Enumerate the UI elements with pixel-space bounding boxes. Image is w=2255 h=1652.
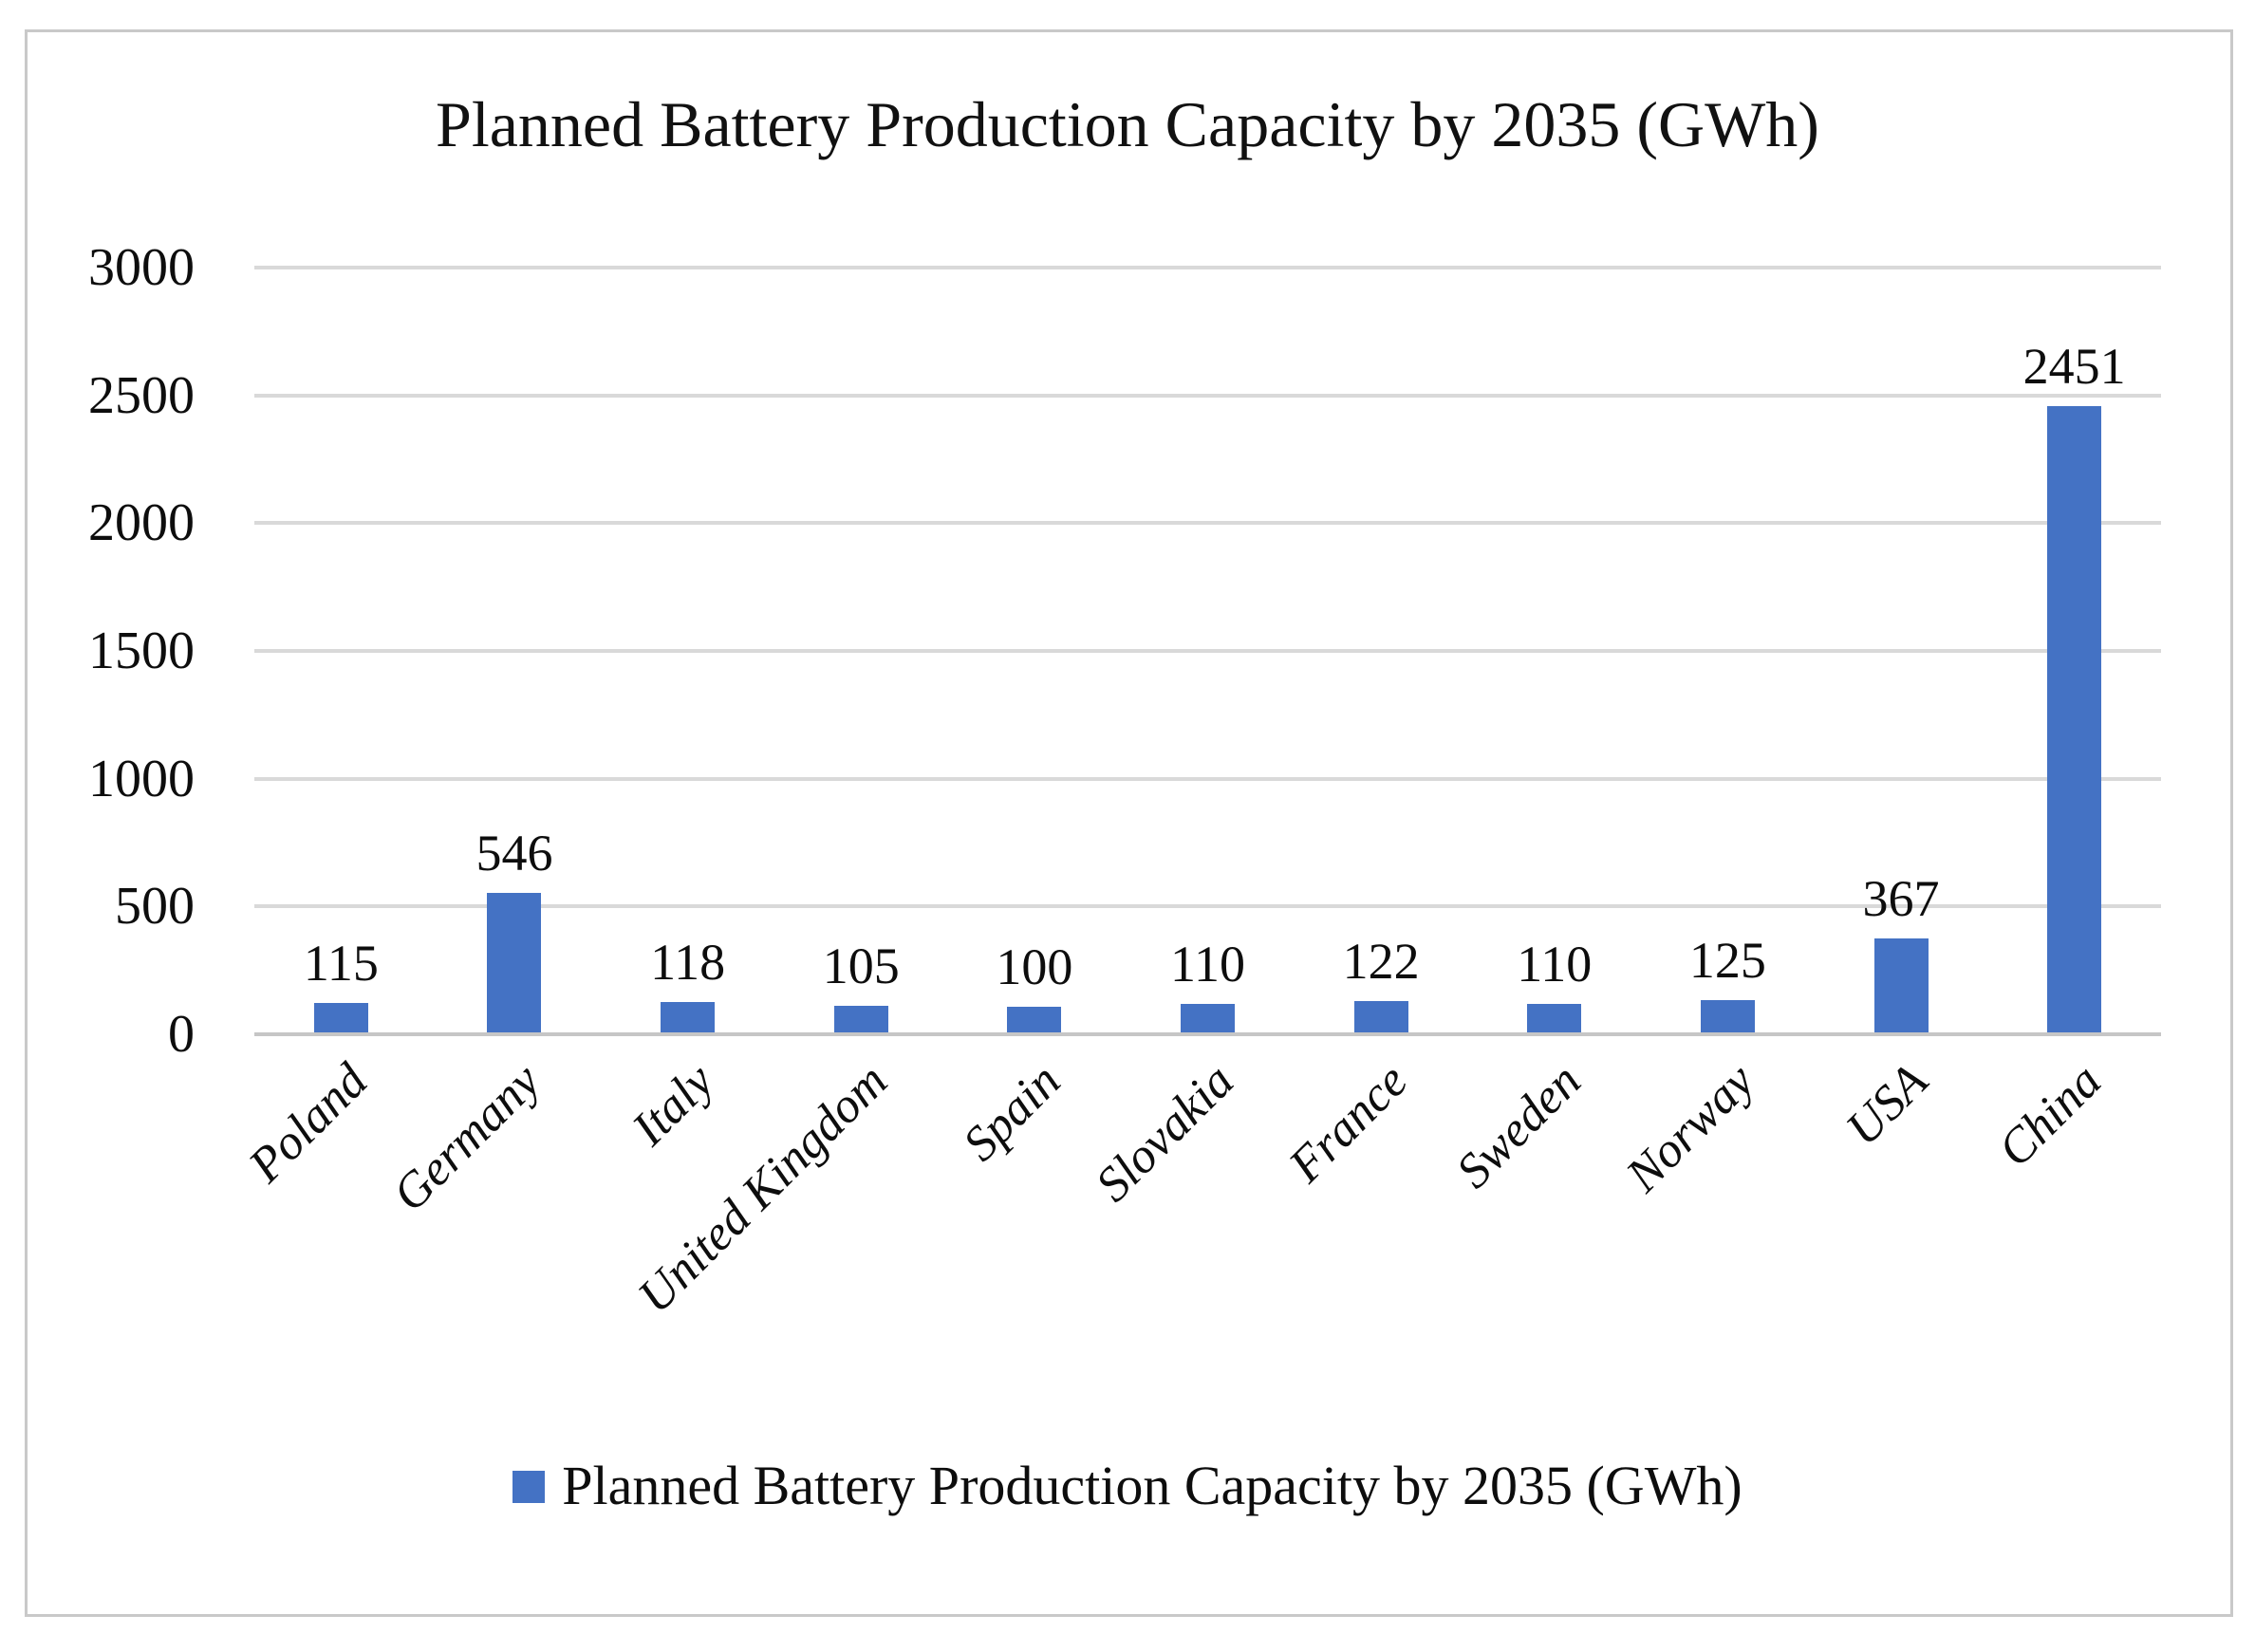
chart-border	[25, 29, 2233, 1617]
bar-value-label: 2451	[2022, 337, 2126, 395]
chart-title: Planned Battery Production Capacity by 2…	[436, 88, 1819, 160]
bar-value-label: 122	[1342, 933, 1420, 991]
bar-slovakia	[1181, 1004, 1235, 1032]
bar-value-label: 546	[475, 824, 553, 882]
bar-united-kingdom	[833, 1005, 888, 1032]
y-axis-tick-label: 2500	[88, 365, 195, 425]
bar-value-label: 367	[1862, 870, 1940, 928]
y-axis-tick-label: 3000	[88, 238, 195, 297]
gridline-1500	[254, 649, 2161, 653]
gridline-500	[254, 904, 2161, 909]
bar-value-label: 100	[996, 938, 1073, 996]
bar-value-label: 118	[650, 934, 726, 992]
bar-value-label: 105	[822, 937, 900, 994]
bar-value-label: 125	[1688, 932, 1766, 990]
gridline-2500	[254, 393, 2161, 398]
bar-poland	[313, 1003, 368, 1032]
plot-area: 115 546 118 105 100 110 122 110 125 367 2451	[254, 266, 2161, 1036]
bar-sweden	[1527, 1004, 1582, 1032]
gridline-2000	[254, 521, 2161, 526]
legend-marker-icon	[512, 1471, 546, 1503]
bar-france	[1353, 1001, 1408, 1032]
gridline-0	[254, 1032, 2161, 1036]
bar-spain	[1007, 1007, 1062, 1032]
gridline-1000	[254, 776, 2161, 781]
y-axis-tick-label: 2000	[88, 493, 195, 553]
y-axis-tick-label: 1000	[88, 749, 195, 808]
bar-china	[2047, 405, 2102, 1032]
bar-germany	[487, 892, 542, 1032]
bar-value-label: 110	[1517, 936, 1593, 993]
y-axis-tick-label: 1500	[88, 622, 195, 680]
gridline-3000	[254, 266, 2161, 269]
bar-norway	[1700, 1000, 1755, 1032]
y-axis-tick-label: 500	[115, 877, 195, 937]
bar-value-label: 115	[303, 935, 379, 993]
y-axis-tick-label: 0	[168, 1005, 195, 1064]
bar-value-label: 110	[1170, 936, 1245, 993]
legend-label: Planned Battery Production Capacity by 2…	[562, 1455, 1742, 1516]
bar-italy	[661, 1002, 716, 1032]
legend: Planned Battery Production Capacity by 2…	[0, 1456, 2255, 1516]
bar-usa	[1873, 938, 1929, 1032]
